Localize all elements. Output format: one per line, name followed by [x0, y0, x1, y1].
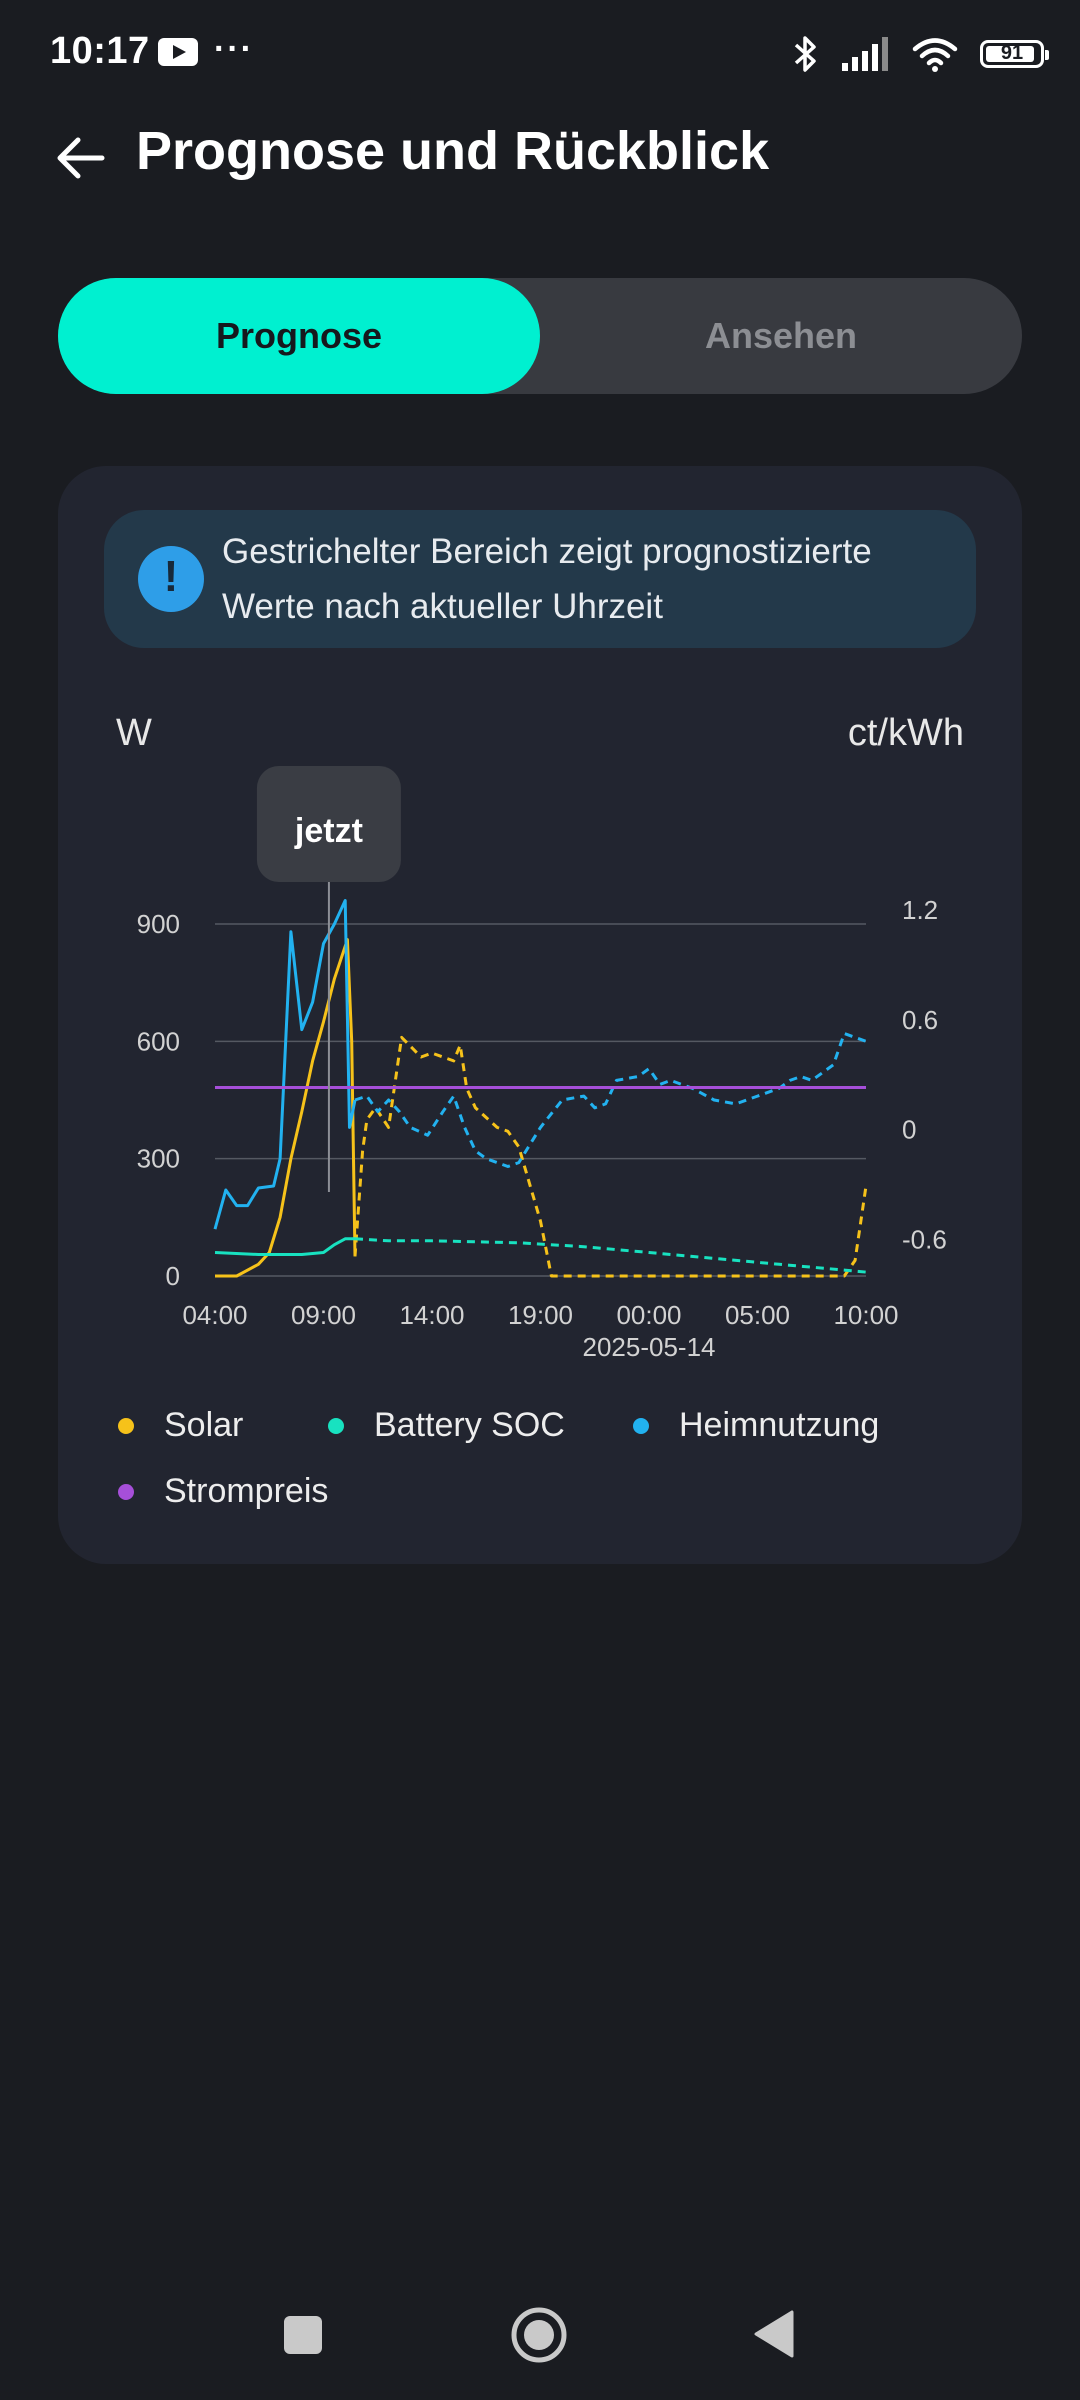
back-triangle-icon[interactable] [754, 2310, 794, 2358]
info-text: Gestrichelter Bereich zeigt prognostizie… [222, 532, 872, 626]
legend-label: Battery SOC [374, 1406, 565, 1444]
legend-item-strompreis[interactable]: Strompreis [118, 1472, 328, 1511]
x-date-label: 2025-05-14 [583, 1332, 716, 1360]
status-time: 10:17 [50, 30, 150, 72]
x-tick-label: 00:00 [616, 1300, 681, 1330]
right-axis-unit: ct/kWh [847, 712, 964, 754]
legend-dot-battery-soc [328, 1417, 344, 1434]
series-forecast-battery-soc [354, 1237, 867, 1274]
status-bar: 10:17 ··· 91 [0, 0, 1080, 108]
status-icons: 91 [790, 30, 1049, 78]
legend-label: Solar [164, 1406, 244, 1444]
legend-dot-solar [118, 1417, 134, 1434]
battery-icon: 91 [980, 40, 1049, 68]
legend-dot-strompreis [118, 1483, 134, 1500]
tab-prognose[interactable]: Prognose [58, 278, 540, 394]
y-right-tick-label: 0 [902, 1115, 916, 1145]
y-right-tick-label: 0.6 [902, 1005, 938, 1035]
arrow-left-icon[interactable] [52, 128, 112, 188]
tab-ansehen[interactable]: Ansehen [704, 315, 858, 356]
x-tick-label: 05:00 [725, 1300, 790, 1330]
x-tick-label: 09:00 [291, 1300, 356, 1330]
y-left-tick-label: 0 [166, 1261, 180, 1291]
info-banner: ! Gestrichelter Bereich zeigt prognostiz… [104, 510, 976, 648]
legend-label: Heimnutzung [679, 1406, 880, 1444]
segmented-tabs: Prognose Ansehen [58, 278, 1022, 394]
y-left-tick-label: 300 [137, 1144, 180, 1174]
x-tick-label: 19:00 [508, 1300, 573, 1330]
y-left-tick-label: 900 [137, 909, 180, 939]
now-label: jetzt [294, 812, 363, 850]
x-tick-label: 14:00 [399, 1300, 464, 1330]
exclamation-circle-icon: ! [138, 546, 204, 612]
x-tick-label: 04:00 [182, 1300, 247, 1330]
legend-item-heimnutzung[interactable]: Heimnutzung [633, 1406, 879, 1445]
series-line-battery-soc [214, 1237, 355, 1256]
y-left-tick-label: 600 [137, 1026, 180, 1056]
more-icon: ··· [214, 30, 254, 68]
chart-card: ! Gestrichelter Bereich zeigt prognostiz… [58, 466, 1022, 1564]
now-tooltip [256, 766, 401, 882]
legend-dot-heimnutzung [633, 1417, 649, 1434]
youtube-icon [158, 38, 198, 66]
home-circle-icon[interactable] [510, 2306, 568, 2364]
cellular-signal-icon [842, 37, 890, 71]
energy-chart[interactable]: 0 300 600 900 1.2 0.6 0 -0.6 04:00 09:00 14:00 19:0… [58, 740, 1022, 1360]
legend-item-solar[interactable]: Solar [118, 1406, 243, 1445]
wifi-icon [912, 36, 958, 72]
battery-level: 91 [1000, 42, 1024, 64]
series-forecast-heimnutzung [354, 1032, 867, 1168]
legend-item-battery-soc[interactable]: Battery SOC [328, 1406, 565, 1445]
recents-square-icon[interactable] [284, 2316, 322, 2354]
legend-label: Strompreis [164, 1472, 329, 1510]
y-right-tick-label: -0.6 [902, 1224, 947, 1254]
page-title: Prognose und Rückblick [136, 121, 770, 181]
y-right-tick-label: 1.2 [902, 895, 938, 925]
series-line-solar [215, 938, 357, 1278]
series-line-heimnutzung [213, 899, 357, 1230]
left-axis-unit: W [116, 712, 152, 754]
bluetooth-icon [790, 34, 820, 74]
x-tick-label: 10:00 [833, 1300, 898, 1330]
